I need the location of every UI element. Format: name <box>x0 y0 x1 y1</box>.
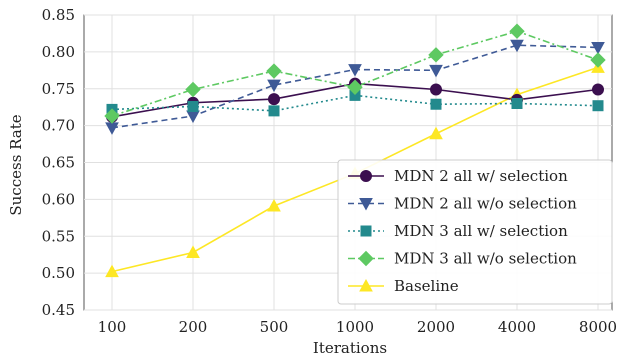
data-point <box>511 98 523 109</box>
data-point <box>429 64 443 78</box>
y-axis-title: Success Rate <box>7 114 25 215</box>
x-tick-labels: 100 200 500 1000 2000 4000 8000 <box>98 318 617 336</box>
x-tick-label: 8000 <box>579 318 617 336</box>
y-tick-label: 0.75 <box>42 80 75 98</box>
data-point <box>591 41 605 55</box>
legend-marker <box>358 250 374 267</box>
x-tick-label: 500 <box>260 318 289 336</box>
data-point <box>429 126 443 140</box>
data-point <box>105 264 119 278</box>
legend-box <box>337 159 613 305</box>
y-tick-labels: 0.45 0.50 0.55 0.60 0.65 0.70 0.75 0.80 0.85 <box>42 6 75 319</box>
legend-label: Baseline <box>394 277 459 295</box>
data-point <box>268 105 280 117</box>
data-point <box>430 98 442 110</box>
legend-label: MDN 2 all w/ selection <box>394 167 568 185</box>
y-tick-label: 0.50 <box>42 264 75 282</box>
data-point <box>430 83 442 96</box>
y-tick-label: 0.45 <box>42 301 75 319</box>
data-point <box>186 245 200 258</box>
y-tick-label: 0.60 <box>42 190 75 208</box>
data-point <box>104 108 120 124</box>
data-point <box>266 63 282 79</box>
y-tick-label: 0.65 <box>42 154 75 172</box>
data-point <box>185 81 201 98</box>
legend-label: MDN 3 all w/ selection <box>394 222 568 240</box>
x-tick-label: 2000 <box>417 318 455 336</box>
x-tick-label: 4000 <box>498 318 536 336</box>
grid <box>84 14 612 311</box>
y-tick-label: 0.85 <box>42 6 75 24</box>
legend-marker <box>359 278 373 292</box>
legend: MDN 2 all w/ selection MDN 2 all w/o sele… <box>337 159 613 305</box>
y-tick-label: 0.55 <box>42 227 75 245</box>
data-point <box>428 47 444 63</box>
data-point <box>268 93 280 106</box>
data-point <box>347 79 363 95</box>
data-point <box>187 100 199 112</box>
data-point <box>510 39 524 53</box>
legend-marker <box>360 170 372 182</box>
x-tick-label: 100 <box>98 318 127 336</box>
data-point <box>267 79 281 93</box>
y-tick-label: 0.70 <box>42 117 75 135</box>
data-point <box>592 83 604 96</box>
x-tick-label: 1000 <box>336 318 374 336</box>
y-tick-label: 0.80 <box>42 43 75 61</box>
legend-marker <box>360 225 372 237</box>
x-tick-label: 200 <box>179 318 208 336</box>
data-point <box>590 52 606 68</box>
legend-label: MDN 3 all w/o selection <box>394 250 577 268</box>
data-point <box>592 100 604 112</box>
x-axis-title: Iterations <box>313 339 387 357</box>
data-point <box>509 23 525 39</box>
data-point <box>348 64 362 77</box>
series-markers <box>104 23 606 278</box>
legend-marker <box>359 198 373 211</box>
legend-label: MDN 2 all w/o selection <box>394 195 577 213</box>
data-point <box>267 198 281 212</box>
